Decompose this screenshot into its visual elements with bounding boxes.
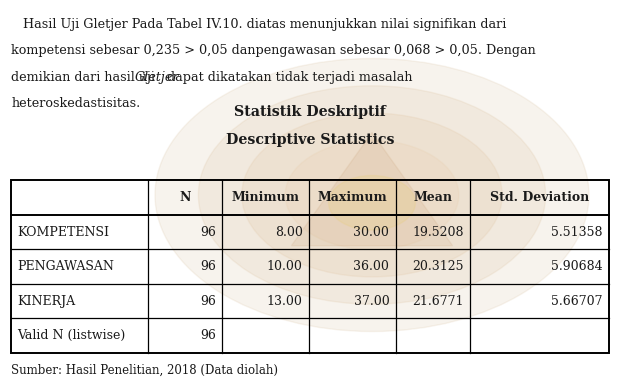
Text: Maximum: Maximum: [317, 191, 387, 204]
Bar: [11, 180, 609, 353]
Text: 96: 96: [200, 294, 216, 308]
Text: 96: 96: [200, 329, 216, 342]
Circle shape: [329, 176, 415, 230]
Text: Statistik Deskriptif: Statistik Deskriptif: [234, 105, 386, 119]
Text: 36.00: 36.00: [353, 260, 389, 273]
Text: 20.3125: 20.3125: [412, 260, 464, 273]
Text: dapat dikatakan tidak terjadi masalah: dapat dikatakan tidak terjadi masalah: [163, 71, 412, 83]
Text: 30.00: 30.00: [353, 225, 389, 239]
Text: 96: 96: [200, 260, 216, 273]
Text: 37.00: 37.00: [353, 294, 389, 308]
Circle shape: [285, 140, 459, 250]
Text: Std. Deviation: Std. Deviation: [490, 191, 589, 204]
Text: Hasil Uji Gletjer Pada Tabel IV.10. diatas menunjukkan nilai signifikan dari: Hasil Uji Gletjer Pada Tabel IV.10. diat…: [11, 18, 507, 30]
Circle shape: [198, 86, 546, 304]
Text: Gletjer: Gletjer: [135, 71, 180, 83]
Text: kompetensi sebesar 0,235 > 0,05 danpengawasan sebesar 0,068 > 0,05. Dengan: kompetensi sebesar 0,235 > 0,05 danpenga…: [11, 44, 536, 57]
Text: Mean: Mean: [414, 191, 452, 204]
Text: Sumber: Hasil Penelitian, 2018 (Data diolah): Sumber: Hasil Penelitian, 2018 (Data dio…: [11, 363, 278, 376]
Text: Valid N (listwise): Valid N (listwise): [17, 329, 126, 342]
Text: heteroskedastisitas.: heteroskedastisitas.: [11, 97, 140, 110]
Text: 5.51358: 5.51358: [551, 225, 603, 239]
Text: 21.6771: 21.6771: [412, 294, 464, 308]
Circle shape: [242, 113, 502, 277]
Text: 5.66707: 5.66707: [551, 294, 603, 308]
Text: KINERJA: KINERJA: [17, 294, 76, 308]
Text: demikian dari hasil uji: demikian dari hasil uji: [11, 71, 159, 83]
Text: 5.90684: 5.90684: [551, 260, 603, 273]
Text: PENGAWASAN: PENGAWASAN: [17, 260, 114, 273]
Text: 10.00: 10.00: [267, 260, 303, 273]
Polygon shape: [291, 133, 453, 246]
Text: 96: 96: [200, 225, 216, 239]
Circle shape: [155, 58, 589, 332]
Text: KOMPETENSI: KOMPETENSI: [17, 225, 109, 239]
Text: Descriptive Statistics: Descriptive Statistics: [226, 133, 394, 147]
Text: Minimum: Minimum: [231, 191, 299, 204]
Text: N: N: [179, 191, 190, 204]
Text: 19.5208: 19.5208: [412, 225, 464, 239]
Text: 13.00: 13.00: [267, 294, 303, 308]
Text: 8.00: 8.00: [275, 225, 303, 239]
